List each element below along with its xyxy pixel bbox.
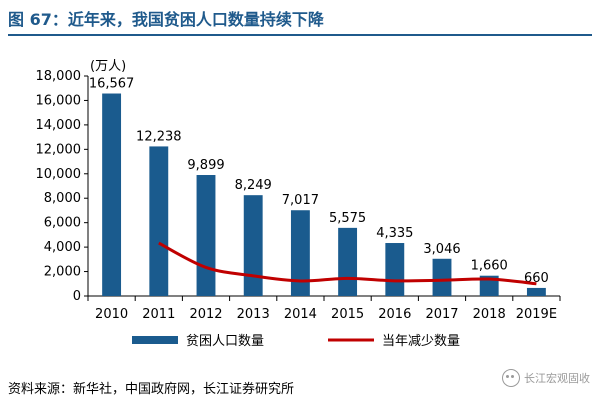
- x-tick-label: 2017: [425, 307, 458, 322]
- y-tick-label: 2,000: [44, 265, 81, 280]
- x-tick-label: 2013: [237, 307, 270, 322]
- legend-label-bar: 贫困人口数量: [186, 333, 264, 349]
- legend-label-line: 当年减少数量: [382, 334, 460, 349]
- poverty-chart: 0 2,000 4,000 6,000 8,000 10,000 12,000 14,000 1…: [36, 59, 561, 349]
- figure-title: 图 67：近年来，我国贫困人口数量持续下降: [8, 10, 324, 29]
- bar: [385, 243, 405, 296]
- bar-data-label: 5,575: [329, 211, 366, 226]
- bar: [290, 210, 310, 296]
- bar: [432, 258, 452, 296]
- watermark-text: 长江宏观固收: [524, 372, 590, 385]
- x-tick-label: 2019E: [516, 307, 557, 322]
- legend-swatch-bar: [132, 336, 178, 344]
- x-tick-label: 2016: [378, 307, 411, 322]
- bar-data-label: 7,017: [282, 193, 319, 208]
- bar-data-label: 3,046: [423, 242, 460, 257]
- line-series-decrease: [158, 241, 537, 286]
- x-tick-label: 2012: [189, 307, 222, 322]
- y-tick-label: 8,000: [44, 191, 81, 206]
- title-divider: [8, 34, 592, 36]
- y-tick-label: 14,000: [36, 118, 82, 133]
- x-tick-label: 2010: [95, 307, 128, 322]
- bar: [149, 146, 169, 296]
- y-tick-label: 18,000: [36, 69, 82, 84]
- source-note: 资料来源：新华社，中国政府网，长江证券研究所: [8, 382, 295, 397]
- y-unit-label: (万人): [90, 59, 126, 74]
- x-tick-label: 2018: [473, 307, 506, 322]
- y-tick-label: 16,000: [36, 93, 82, 108]
- bar: [196, 175, 216, 296]
- x-tick-label: 2011: [142, 307, 175, 322]
- bar: [526, 287, 546, 296]
- bar: [338, 227, 358, 296]
- bar-data-label: 16,567: [89, 77, 135, 92]
- bar: [243, 195, 263, 296]
- bar-data-label: 4,335: [376, 226, 413, 241]
- bar-data-label: 1,660: [471, 259, 508, 274]
- bar-data-label: 9,899: [187, 158, 224, 173]
- bar-data-label: 12,238: [136, 129, 182, 144]
- bar-data-label: 8,249: [235, 178, 272, 193]
- x-tick-label: 2015: [331, 307, 364, 322]
- bar: [102, 93, 122, 296]
- x-tick-label: 2014: [284, 307, 317, 322]
- y-tick-label: 4,000: [44, 240, 81, 255]
- y-tick-label: 12,000: [36, 142, 82, 157]
- watermark: 长江宏观固收: [502, 369, 590, 387]
- wechat-icon: [502, 369, 520, 387]
- y-tick-label: 6,000: [44, 216, 81, 231]
- y-tick-label: 10,000: [36, 167, 82, 182]
- y-tick-label: 0: [73, 289, 81, 304]
